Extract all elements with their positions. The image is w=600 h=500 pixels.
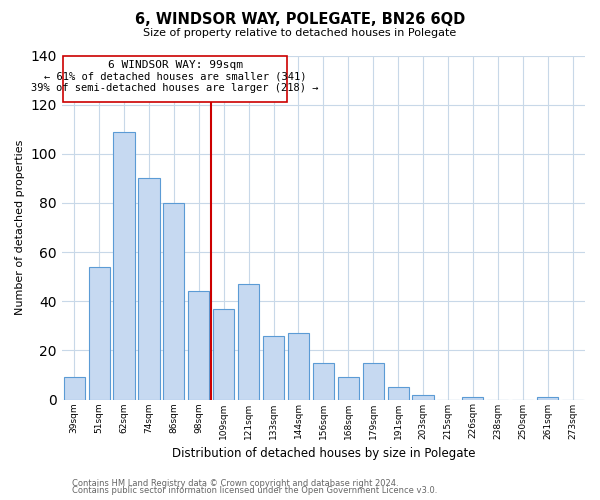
Bar <box>462 397 484 400</box>
Bar <box>537 397 558 400</box>
Bar <box>113 132 134 400</box>
Bar <box>338 378 359 400</box>
Bar <box>412 394 434 400</box>
Bar <box>238 284 259 400</box>
Bar <box>263 336 284 400</box>
Bar <box>139 178 160 400</box>
Bar <box>288 333 309 400</box>
Text: Size of property relative to detached houses in Polegate: Size of property relative to detached ho… <box>143 28 457 38</box>
Text: ← 61% of detached houses are smaller (341): ← 61% of detached houses are smaller (34… <box>44 72 307 82</box>
Bar <box>362 362 384 400</box>
Text: 6 WINDSOR WAY: 99sqm: 6 WINDSOR WAY: 99sqm <box>107 60 242 70</box>
Bar <box>163 203 184 400</box>
X-axis label: Distribution of detached houses by size in Polegate: Distribution of detached houses by size … <box>172 447 475 460</box>
Bar <box>313 362 334 400</box>
Text: 6, WINDSOR WAY, POLEGATE, BN26 6QD: 6, WINDSOR WAY, POLEGATE, BN26 6QD <box>135 12 465 28</box>
Text: Contains HM Land Registry data © Crown copyright and database right 2024.: Contains HM Land Registry data © Crown c… <box>72 478 398 488</box>
Bar <box>89 267 110 400</box>
Bar <box>63 56 287 102</box>
Bar <box>388 387 409 400</box>
Text: 39% of semi-detached houses are larger (218) →: 39% of semi-detached houses are larger (… <box>31 82 319 92</box>
Y-axis label: Number of detached properties: Number of detached properties <box>15 140 25 315</box>
Text: Contains public sector information licensed under the Open Government Licence v3: Contains public sector information licen… <box>72 486 437 495</box>
Bar <box>188 292 209 400</box>
Bar <box>64 378 85 400</box>
Bar <box>213 308 235 400</box>
